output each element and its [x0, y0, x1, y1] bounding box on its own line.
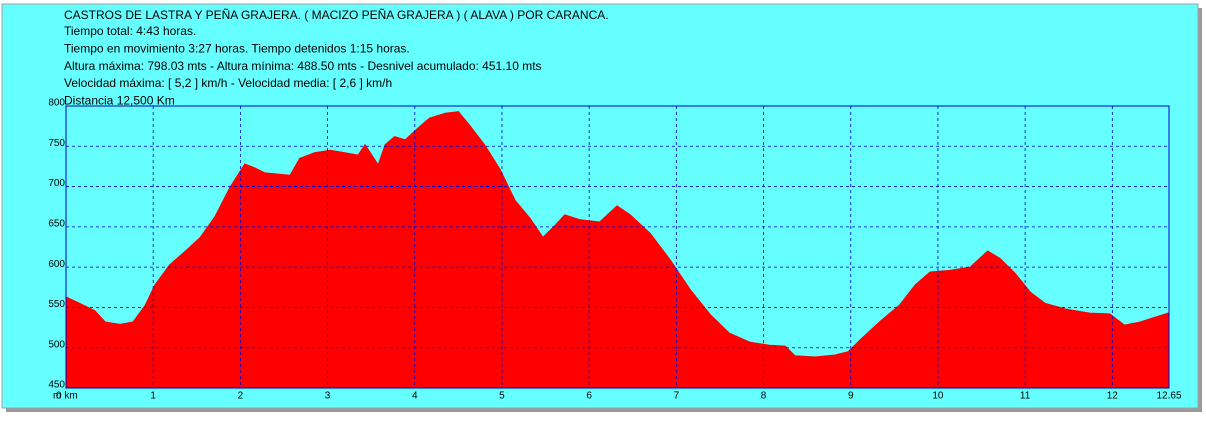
chart-title: CASTROS DE LASTRA Y PEÑA GRAJERA. ( MACI… — [64, 8, 609, 22]
x-tick-label: 2 — [238, 391, 244, 402]
plot-border — [65, 105, 1170, 389]
elevation-area — [65, 111, 1169, 389]
info-line: Tiempo en movimiento 3:27 horas. Tiempo … — [64, 41, 410, 55]
x-tick-label: 9 — [848, 391, 854, 402]
y-tick-label: 700 — [48, 178, 65, 189]
x-tick-label: 8 — [761, 391, 767, 402]
y-tick-label: 800 — [48, 98, 65, 109]
x-tick-label: 6 — [586, 391, 592, 402]
info-line: Tiempo total: 4:43 horas. — [64, 24, 196, 38]
x-tick-label: 1 — [150, 391, 156, 402]
info-line: Altura máxima: 798.03 mts - Altura mínim… — [64, 59, 542, 73]
x-tick-label: 10 — [932, 391, 944, 402]
y-tick-label: 550 — [48, 299, 65, 310]
info-line: Velocidad máxima: [ 5,2 ] km/h - Velocid… — [64, 76, 392, 90]
x-tick-label: 12.65 — [1156, 391, 1181, 402]
x-tick-label: 5 — [499, 391, 505, 402]
y-tick-label: 650 — [48, 218, 65, 229]
y-tick-label: 750 — [48, 138, 65, 149]
x-tick-label: 12 — [1107, 391, 1119, 402]
x-tick-label: 7 — [674, 391, 680, 402]
x-tick-label: 3 — [325, 391, 331, 402]
y-tick-label: 500 — [48, 339, 65, 350]
y-unit-label: m — [53, 391, 61, 402]
info-line: Distancia 12,500 Km — [64, 93, 175, 107]
y-tick-label: 450 — [48, 380, 65, 391]
x-tick-label: 4 — [412, 391, 418, 402]
y-tick-label: 600 — [48, 259, 65, 270]
x-tick-label: 0 km — [56, 391, 78, 402]
x-tick-label: 11 — [1020, 391, 1031, 402]
